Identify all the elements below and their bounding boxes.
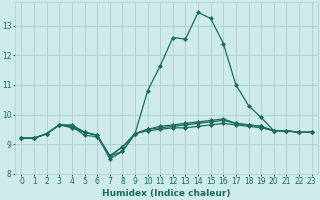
X-axis label: Humidex (Indice chaleur): Humidex (Indice chaleur) xyxy=(102,189,231,198)
